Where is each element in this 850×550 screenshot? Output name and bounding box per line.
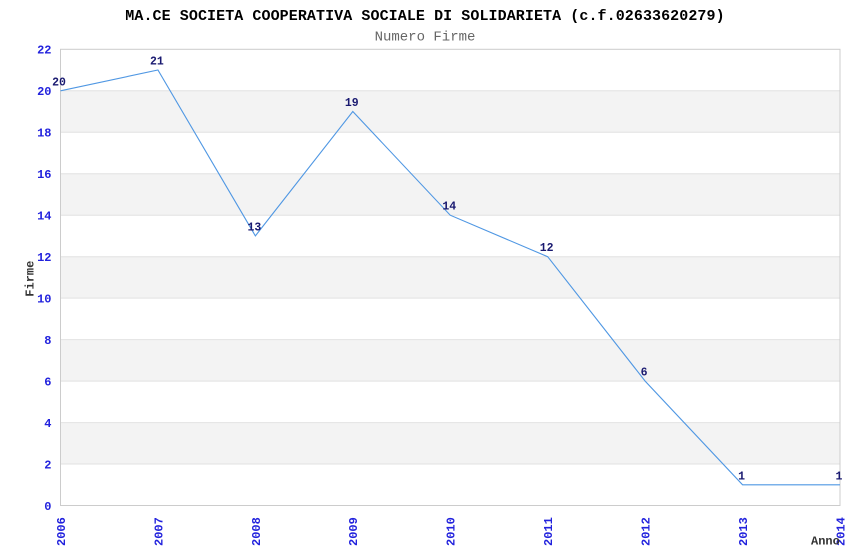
svg-text:16: 16 [37, 168, 51, 182]
svg-text:1: 1 [738, 470, 745, 483]
svg-text:2007: 2007 [152, 517, 166, 546]
svg-text:2008: 2008 [250, 517, 264, 546]
svg-text:2010: 2010 [445, 517, 459, 546]
svg-text:2: 2 [44, 458, 51, 472]
svg-text:0: 0 [44, 500, 51, 514]
svg-text:4: 4 [44, 417, 51, 431]
svg-text:18: 18 [37, 127, 51, 141]
svg-text:1: 1 [836, 470, 843, 483]
svg-text:6: 6 [44, 376, 51, 390]
svg-text:14: 14 [37, 210, 51, 224]
svg-text:2011: 2011 [542, 517, 556, 546]
svg-text:13: 13 [247, 221, 261, 234]
svg-text:10: 10 [37, 293, 51, 307]
svg-text:2014: 2014 [834, 517, 848, 546]
svg-text:2013: 2013 [737, 517, 751, 546]
svg-text:22: 22 [37, 44, 51, 58]
svg-text:20: 20 [52, 76, 66, 89]
svg-text:Anno: Anno [811, 535, 840, 549]
svg-text:12: 12 [37, 251, 51, 265]
svg-text:2009: 2009 [347, 517, 361, 546]
svg-text:19: 19 [345, 97, 359, 110]
svg-text:20: 20 [37, 85, 51, 99]
svg-text:MA.CE SOCIETA COOPERATIVA SOCI: MA.CE SOCIETA COOPERATIVA SOCIALE DI SOL… [125, 8, 724, 25]
svg-text:2012: 2012 [640, 517, 654, 546]
svg-text:6: 6 [641, 367, 648, 380]
svg-text:14: 14 [442, 201, 456, 214]
svg-text:8: 8 [44, 334, 51, 348]
svg-text:2006: 2006 [55, 517, 69, 546]
svg-text:Numero Firme: Numero Firme [375, 30, 476, 46]
svg-text:21: 21 [150, 56, 164, 69]
svg-text:12: 12 [540, 242, 554, 255]
svg-text:Firme: Firme [23, 261, 37, 297]
